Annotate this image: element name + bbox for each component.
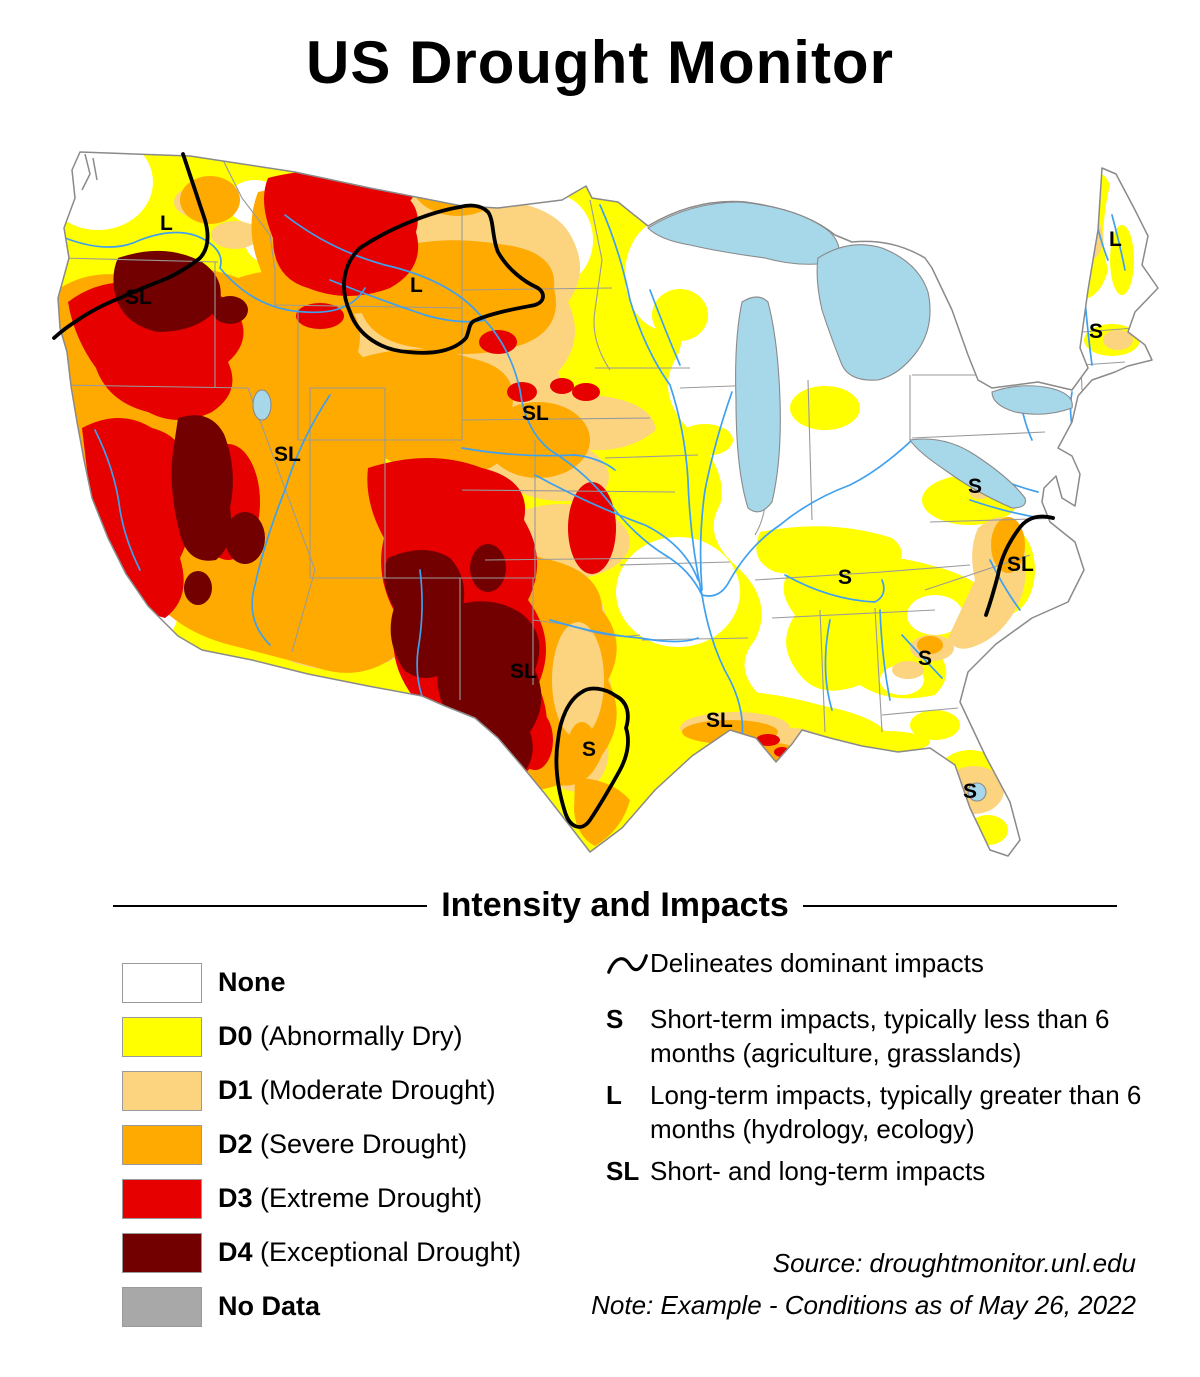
map-impact-label: SL — [510, 660, 537, 683]
legend-item-d1: D1 (Moderate Drought) — [122, 1070, 521, 1111]
impacts-legend: Delineates dominant impacts S Short-term… — [598, 946, 1150, 1198]
legend-label: No Data — [218, 1291, 321, 1321]
heading-rule-right — [802, 904, 1118, 907]
impact-item-short-term: S Short-term impacts, typically less tha… — [598, 1002, 1150, 1070]
page-title: US Drought Monitor — [306, 29, 894, 96]
legend-label: None — [218, 967, 286, 997]
lake-michigan — [735, 296, 781, 513]
legend-item-none: None — [122, 962, 521, 1003]
impact-text: Short- and long-term impacts — [650, 1156, 986, 1186]
lakes — [252, 201, 1073, 802]
map-impact-label: S — [963, 780, 977, 803]
legend-label: D3 — [218, 1183, 253, 1213]
legend-swatch-d2 — [122, 1124, 202, 1165]
squiggle-icon — [607, 954, 648, 974]
legend-swatch-d4 — [122, 1232, 202, 1273]
map-impact-label: SL — [706, 709, 733, 732]
legend-item-d4: D4 (Exceptional Drought) — [122, 1232, 521, 1273]
legend-item-d2: D2 (Severe Drought) — [122, 1124, 521, 1165]
legend-label: D4 — [218, 1237, 253, 1267]
impact-item-delineates: Delineates dominant impacts — [598, 946, 1150, 988]
lake-erie — [909, 438, 1027, 509]
note-text: Note: Example - Conditions as of May 26,… — [591, 1290, 1136, 1320]
section-title: Intensity and Impacts — [441, 886, 789, 924]
map-impact-label: SL — [522, 402, 549, 425]
puget-sound — [81, 153, 98, 191]
impact-marker-sl: SL — [606, 1156, 640, 1186]
map-impact-label: L — [1109, 228, 1122, 251]
intensity-legend: None D0 (Abnormally Dry) D1 (Moderate Dr… — [122, 962, 521, 1340]
impact-marker-l: L — [606, 1080, 622, 1110]
legend-swatch-d1 — [122, 1070, 202, 1111]
impact-item-short-long-term: SL Short- and long-term impacts — [598, 1154, 1150, 1188]
us-drought-map: L SL L SL SL SL S SL S S SL S S L S — [30, 140, 1170, 870]
map-impact-label: S — [968, 475, 982, 498]
legend-swatch-none — [122, 962, 202, 1003]
impact-text: Long-term impacts, typically greater tha… — [650, 1080, 1142, 1144]
map-impact-label: SL — [125, 286, 152, 309]
great-salt-lake — [252, 389, 272, 421]
map-impact-label: S — [918, 647, 932, 670]
legend-swatch-d3 — [122, 1178, 202, 1219]
map-impact-label: SL — [274, 443, 301, 466]
map-impact-label: SL — [1007, 553, 1034, 576]
legend-item-d0: D0 (Abnormally Dry) — [122, 1016, 521, 1057]
lake-huron — [816, 244, 931, 381]
impact-text: Delineates dominant impacts — [650, 948, 984, 978]
impact-delineation-lines — [52, 152, 1055, 829]
heading-rule-left — [113, 904, 428, 907]
map-impact-label: S — [1089, 320, 1103, 343]
map-impact-label: S — [838, 566, 852, 589]
legend-label: D0 — [218, 1021, 253, 1051]
impact-text: Short-term impacts, typically less than … — [650, 1004, 1110, 1068]
impact-marker-s: S — [606, 1004, 624, 1034]
legend-label: D2 — [218, 1129, 253, 1159]
source-text: Source: droughtmonitor.unl.edu — [772, 1248, 1136, 1278]
map-impact-label: S — [582, 738, 596, 761]
legend-label: D1 — [218, 1075, 253, 1105]
map-impact-label: L — [160, 212, 173, 235]
intensity-impacts-heading: Intensity and Impacts — [113, 886, 1118, 925]
legend-item-d3: D3 (Extreme Drought) — [122, 1178, 521, 1219]
impact-item-long-term: L Long-term impacts, typically greater t… — [598, 1078, 1150, 1146]
legend-swatch-nodata — [122, 1286, 202, 1327]
lake-okeechobee — [967, 782, 987, 802]
legend-swatch-d0 — [122, 1016, 202, 1057]
map-impact-label: L — [410, 274, 423, 297]
lake-ontario — [991, 385, 1073, 415]
legend-item-nodata: No Data — [122, 1286, 521, 1327]
